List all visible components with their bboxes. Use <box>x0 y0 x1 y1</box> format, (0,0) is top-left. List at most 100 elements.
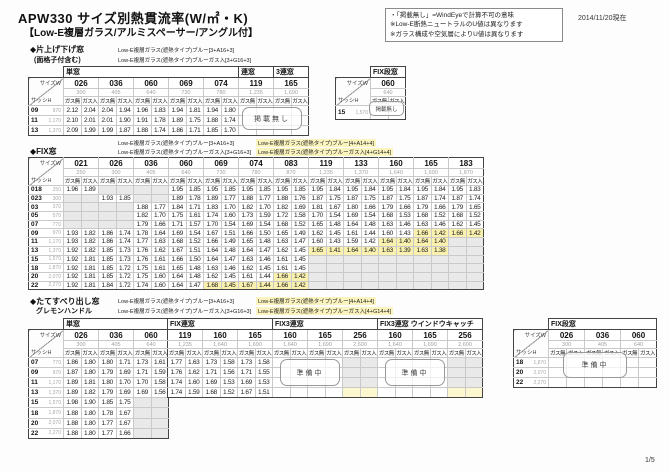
gas-in-header: ガス入 <box>185 96 204 106</box>
u-value-table: サイズW サッシH 021 026 036 060 069 074 083 119 133 160 16… <box>28 157 484 291</box>
u-value-gas-none: 1.85 <box>98 271 117 282</box>
u-value-gas-none: 1.89 <box>168 193 187 204</box>
u-value-gas-in: 1.50 <box>185 254 204 265</box>
gas-none-header: ガス無 <box>133 176 152 186</box>
u-value-gas-in: 1.66 <box>150 219 169 230</box>
u-value-gas-none: 1.95 <box>308 185 327 195</box>
size-mm-label: 1,690 <box>237 340 273 349</box>
gas-none-header: ガス無 <box>63 348 82 358</box>
note-line: ・「掲載無し」=WindEyeで計算不可の意味 <box>390 12 515 19</box>
sash-h-row-header: 18 1,870 <box>513 357 549 368</box>
size-w-header: 160 <box>202 329 238 341</box>
u-value-gas-none: 1.81 <box>308 202 327 213</box>
gas-none-header: ガス無 <box>202 348 221 358</box>
u-value-gas-none: 1.79 <box>378 202 397 213</box>
u-value-gas-in: 1.60 <box>220 211 239 221</box>
size-mm-label: 640 <box>168 168 204 177</box>
u-value-gas-none: 1.65 <box>308 219 327 230</box>
gas-none-header: ガス無 <box>413 176 432 186</box>
u-value-gas-in: 1.73 <box>115 245 134 256</box>
empty-cell <box>63 219 82 230</box>
sash-h-row-header: 22 2,270 <box>28 280 64 291</box>
corner-spacer <box>514 319 549 330</box>
empty-cell <box>430 254 449 265</box>
empty-cell <box>447 377 466 389</box>
date-label: 2014/11/20現在 <box>578 15 627 22</box>
u-value-gas-none: 1.64 <box>343 219 362 230</box>
gas-in-header: ガス入 <box>219 348 238 358</box>
u-value-gas-in: 1.45 <box>325 228 344 239</box>
u-value-gas-none: 1.64 <box>343 245 362 256</box>
size-mm-label: 1,640 <box>272 340 308 349</box>
u-value-gas-none: 1.95 <box>203 185 222 195</box>
empty-cell <box>342 356 361 369</box>
u-value-gas-in: 1.67 <box>115 407 134 419</box>
gas-none-header: ガス無 <box>168 176 187 186</box>
u-value-gas-in: 1.42 <box>290 271 309 282</box>
gas-none-header: ガス無 <box>343 176 362 186</box>
empty-cell <box>377 387 396 399</box>
empty-cell <box>150 407 169 419</box>
sash-h-row-header: 03 370 <box>28 202 64 213</box>
size-mm-label: 640 <box>620 340 657 349</box>
empty-cell <box>378 271 397 282</box>
u-value-gas-none: 1.66 <box>273 271 292 282</box>
u-value-gas-in: 1.70 <box>220 202 239 213</box>
empty-cell <box>343 280 362 291</box>
gas-in-header: ガス入 <box>115 348 134 358</box>
empty-cell <box>448 237 467 247</box>
u-value-gas-none: 1.88 <box>273 193 292 204</box>
u-value-gas-none: 1.89 <box>63 387 82 399</box>
u-value-gas-in: 1.61 <box>150 356 169 369</box>
empty-cell <box>394 387 413 399</box>
gas-in-header: ガス入 <box>150 96 169 106</box>
empty-cell <box>150 397 169 409</box>
gas-none-header: ガス無 <box>203 176 222 186</box>
u-value-gas-in: 1.80 <box>80 417 99 429</box>
empty-cell <box>448 280 467 291</box>
u-value-gas-none: 1.88 <box>133 125 152 136</box>
sash-h-row-header: 20 2,070 <box>513 367 549 378</box>
u-value-gas-in: 1.59 <box>150 367 169 379</box>
gas-in-header: ガス入 <box>255 176 274 186</box>
u-value-gas-in: 1.39 <box>395 245 414 256</box>
u-value-gas-none: 1.63 <box>203 263 222 273</box>
empty-cell <box>566 377 585 388</box>
u-value-gas-none: 1.79 <box>448 202 467 213</box>
u-value-gas-in: 1.46 <box>395 219 414 230</box>
u-value-gas-none: 1.88 <box>238 193 257 204</box>
size-mm-label: 300 <box>63 340 99 349</box>
u-value-gas-in: 1.63 <box>150 237 169 247</box>
u-value-gas-in: 1.75 <box>325 193 344 204</box>
u-value-gas-in: 1.52 <box>290 219 309 230</box>
u-value-gas-none: 1.75 <box>133 271 152 282</box>
u-value-gas-none: 1.86 <box>63 356 82 369</box>
u-value-gas-none: 1.68 <box>448 211 467 221</box>
sash-h-row-header: 15 1,570 <box>335 105 371 120</box>
u-value-gas-in: 1.72 <box>115 280 134 291</box>
u-value-gas-in: 1.47 <box>290 237 309 247</box>
gas-in-header: ガス入 <box>254 348 273 358</box>
empty-cell <box>360 254 379 265</box>
size-w-header: 069 <box>203 157 239 169</box>
u-value-gas-none: 2.09 <box>63 125 82 136</box>
empty-cell <box>308 280 327 291</box>
u-value-gas-in: 1.62 <box>184 367 203 379</box>
section3-glass-spec-gas: Low-E複層ガラス(遮熱タイプ)ブルーガス入[3+G16+3] <box>118 309 252 315</box>
u-value-gas-none: 1.73 <box>237 356 256 369</box>
u-value-gas-in: 1.55 <box>254 367 273 379</box>
gas-none-header: ガス無 <box>447 348 466 358</box>
empty-cell <box>465 245 484 256</box>
u-value-gas-none: 1.64 <box>413 237 432 247</box>
u-value-gas-none: 1.95 <box>448 185 467 195</box>
size-mm-label: 1,690 <box>412 340 448 349</box>
size-w-header: 160 <box>272 329 308 341</box>
u-value-gas-none: 1.61 <box>238 271 257 282</box>
note-line: ※Low-E断熱ニュートラルのU値は異なります <box>390 21 523 29</box>
u-value-gas-none: 1.76 <box>133 254 152 265</box>
size-mm-label: 2,600 <box>447 340 483 349</box>
size-mm-label: 640 <box>133 340 169 349</box>
u-value-gas-in: 1.54 <box>360 211 379 221</box>
u-value-gas-none: 1.93 <box>98 193 117 204</box>
size-mm-label: 1,235 <box>167 340 203 349</box>
